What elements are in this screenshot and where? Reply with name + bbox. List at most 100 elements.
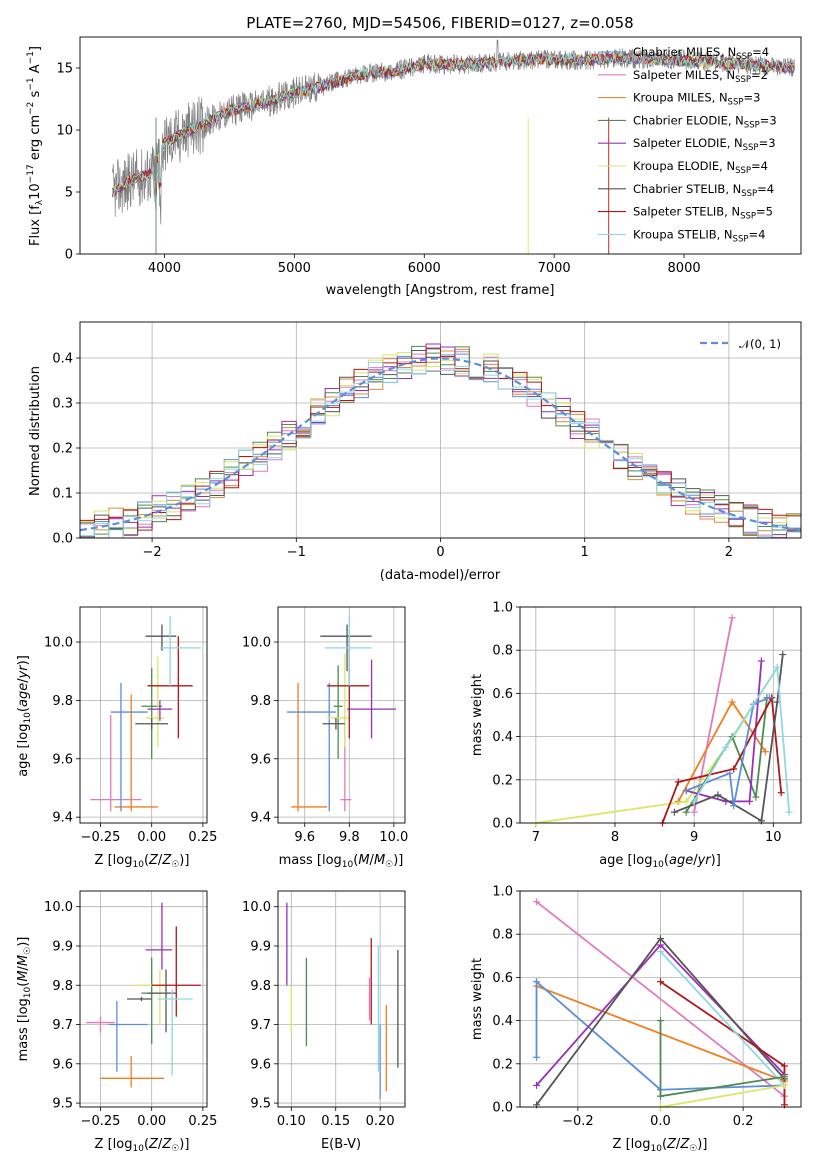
model-spectrum-line	[112, 52, 794, 200]
figure-title: PLATE=2760, MJD=54506, FIBERID=0127, z=0…	[246, 14, 633, 32]
spectrum-xlabel: wavelength [Angstrom, rest frame]	[326, 283, 555, 298]
y-tick-label: 1.0	[492, 885, 513, 900]
legend-entry-label: Salpeter STELIB, NSSP=5	[633, 205, 773, 222]
x-tick-label: 0.25	[188, 830, 217, 845]
y-tick-label: 5	[65, 186, 73, 201]
series-line	[685, 660, 763, 803]
legend-subscript: SSP	[744, 120, 760, 130]
x-tick-label: −2	[143, 545, 162, 560]
mass-vs-z-panel: −0.25 0.00 0.25 9.5 9.6 9.7 9.8 9.9 10.0	[44, 890, 217, 1129]
series-line	[535, 979, 785, 1091]
y-tick-label: 0.4	[492, 1014, 513, 1029]
x-tick-label: 10	[765, 830, 782, 845]
x-tick-label: 7000	[538, 261, 571, 276]
histogram-xlabel: (data-model)/error	[380, 568, 501, 583]
mass-weight-vs-age-panel: 7 8 9 10 0.0 0.2 0.4 0.6 0.8 1.0	[492, 601, 802, 845]
legend-subscript: SSP	[736, 52, 752, 62]
y-tick-label: 0.1	[52, 487, 73, 502]
legend-normal-label: 𝒩(0, 1)	[739, 337, 781, 351]
x-tick-label: 9.8	[339, 830, 360, 845]
mw-age-ylabel: mass weight	[470, 674, 485, 756]
series-line	[535, 901, 786, 1097]
spectrum-ylabel: Flux [fλ10−17 erg cm−2 s−1 A−1]	[26, 46, 45, 246]
x-tick-label: 8000	[668, 261, 701, 276]
y-tick-label: 9.6	[250, 752, 271, 767]
y-tick-label: 0.6	[492, 971, 513, 986]
x-tick-label: 0.2	[733, 1114, 754, 1129]
y-tick-label: 9.8	[250, 694, 271, 709]
histogram-step-line	[80, 349, 801, 538]
x-tick-label: 0	[436, 545, 444, 560]
y-tick-label: 0	[65, 248, 73, 263]
age-z-ylabel: age [log10(age/yr)]	[16, 655, 33, 777]
legend-entry-label: Kroupa STELIB, NSSP=4	[633, 227, 765, 244]
x-tick-label: 0.20	[366, 1114, 395, 1129]
series-line	[659, 950, 786, 1087]
x-tick-label: 1	[581, 545, 589, 560]
y-tick-label: 10	[56, 124, 73, 139]
axes-frame	[79, 606, 208, 824]
y-tick-label: 10.0	[44, 636, 73, 651]
age-z-xlabel: Z [log10(Z/Z☉)]	[95, 853, 190, 870]
axes-frame	[277, 890, 406, 1108]
legend-subscript: SSP	[741, 189, 757, 199]
y-tick-label: 9.5	[250, 1097, 271, 1112]
y-tick-label: 9.4	[52, 811, 73, 826]
y-tick-label: 9.8	[52, 694, 73, 709]
x-tick-label: −0.25	[81, 830, 121, 845]
y-tick-label: 0.0	[52, 532, 73, 547]
legend-nssp: =3	[759, 136, 776, 150]
legend-subscript: SSP	[728, 98, 744, 108]
y-tick-label: 9.6	[250, 1057, 271, 1072]
x-tick-label: 0.15	[321, 1114, 350, 1129]
age-mass-xlabel: mass [log10(M/M☉)]	[279, 853, 404, 870]
legend-subscript: SSP	[743, 143, 759, 153]
y-tick-label: 15	[56, 62, 73, 77]
x-tick-label: 10.0	[379, 830, 408, 845]
series-line	[693, 617, 734, 813]
y-tick-label: 0.0	[492, 817, 513, 832]
axes-frame	[277, 606, 406, 824]
x-tick-label: 8	[611, 830, 619, 845]
histogram-step-line	[80, 347, 801, 531]
y-tick-label: 0.8	[492, 644, 513, 659]
legend-nssp: =4	[752, 45, 769, 59]
x-tick-label: 0.10	[277, 1114, 306, 1129]
mw-age-xlabel: age [log10(age/yr)]	[599, 853, 721, 870]
legend-entry-label: Kroupa MILES, NSSP=3	[633, 91, 760, 108]
legend-nssp: =5	[756, 205, 773, 219]
legend-nssp: =3	[760, 113, 777, 127]
mw-z-ylabel: mass weight	[470, 958, 485, 1040]
legend-entry-label: Kroupa ELODIE, NSSP=4	[633, 159, 768, 176]
y-tick-label: 9.7	[52, 1018, 73, 1033]
y-tick-label: 9.9	[52, 939, 73, 954]
x-tick-label: 0.00	[137, 830, 166, 845]
axes-frame	[79, 890, 208, 1108]
normal-curve-line	[79, 357, 802, 532]
x-tick-label: 9	[690, 830, 698, 845]
series-line	[535, 667, 779, 824]
y-tick-label: 10.0	[242, 636, 271, 651]
y-tick-label: 10.0	[44, 900, 73, 915]
legend-nssp: =4	[757, 182, 774, 196]
series-line	[693, 664, 791, 813]
histogram-step-line	[80, 343, 801, 539]
legend-subscript: SSP	[735, 75, 751, 85]
mass-z-ylabel: mass [log10(M/M☉)]	[16, 937, 33, 1062]
legend-entry-label: Chabrier STELIB, NSSP=4	[633, 182, 774, 199]
axes-frame	[79, 321, 802, 539]
x-tick-label: 0.0	[650, 1114, 671, 1129]
x-tick-label: 0.00	[137, 1114, 166, 1129]
legend-entry-label: Salpeter ELODIE, NSSP=3	[633, 136, 776, 153]
mass-weight-vs-z-panel: −0.2 0.0 0.2 0.0 0.2 0.4 0.6 0.8 1.0	[492, 885, 802, 1129]
y-tick-label: 9.9	[250, 939, 271, 954]
legend-subscript: SSP	[733, 234, 749, 244]
y-tick-label: 1.0	[492, 601, 513, 616]
axes-frame	[79, 36, 802, 255]
y-tick-label: 9.8	[250, 979, 271, 994]
series-line	[660, 1084, 785, 1108]
mass-z-xlabel: Z [log10(Z/Z☉)]	[95, 1137, 190, 1154]
legend-subscript: SSP	[735, 166, 751, 176]
y-tick-label: 9.7	[250, 1018, 271, 1033]
